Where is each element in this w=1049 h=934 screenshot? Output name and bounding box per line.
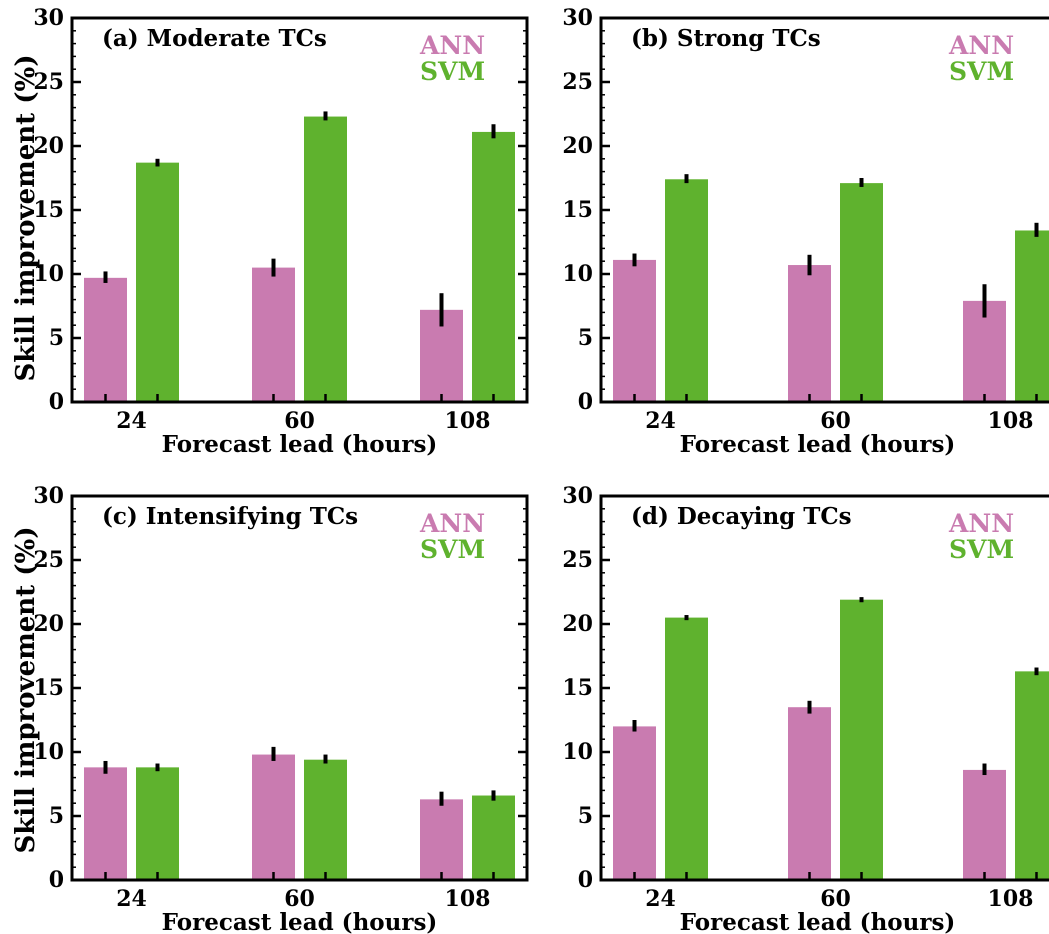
y-tick-label: 30 — [33, 483, 64, 509]
bar-ann-24 — [613, 260, 656, 402]
y-tick-label: 0 — [49, 867, 64, 893]
bar-ann-108 — [963, 770, 1006, 880]
bar-ann-60 — [252, 268, 295, 402]
x-tick-label: 24 — [645, 886, 676, 912]
bar-svm-24 — [136, 163, 179, 402]
bar-svm-60 — [840, 600, 883, 880]
legend-entry-svm: SVM — [420, 535, 485, 564]
y-tick-label: 10 — [33, 261, 64, 287]
legend-entry-svm: SVM — [949, 535, 1014, 564]
legend-entry-ann: ANN — [419, 31, 485, 60]
y-tick-label: 20 — [562, 611, 593, 637]
legend-entry-svm: SVM — [949, 57, 1014, 86]
y-tick-label: 15 — [562, 197, 593, 223]
bar-svm-108 — [472, 132, 515, 402]
y-tick-label: 15 — [33, 675, 64, 701]
y-tick-label: 15 — [562, 675, 593, 701]
y-tick-label: 20 — [33, 611, 64, 637]
legend-entry-ann: ANN — [948, 509, 1014, 538]
x-axis-label: Forecast lead (hours) — [680, 909, 956, 934]
x-tick-label: 108 — [988, 408, 1034, 434]
x-tick-label: 108 — [445, 408, 491, 434]
y-tick-label: 0 — [578, 389, 593, 415]
y-tick-label: 5 — [49, 803, 64, 829]
x-tick-label: 24 — [645, 408, 676, 434]
x-tick-label: 108 — [445, 886, 491, 912]
bar-svm-24 — [665, 618, 708, 880]
x-axis-label: Forecast lead (hours) — [162, 909, 438, 934]
x-axis-label: Forecast lead (hours) — [162, 431, 438, 458]
y-tick-label: 10 — [562, 261, 593, 287]
y-tick-label: 15 — [33, 197, 64, 223]
bar-svm-108 — [1015, 230, 1049, 402]
panel-title: (c) Intensifying TCs — [102, 503, 358, 530]
y-tick-label: 25 — [33, 547, 64, 573]
legend-entry-svm: SVM — [420, 57, 485, 86]
y-tick-label: 30 — [33, 5, 64, 31]
bar-ann-108 — [420, 799, 463, 880]
bar-ann-24 — [84, 278, 127, 402]
bar-ann-24 — [84, 767, 127, 880]
x-tick-label: 24 — [116, 886, 147, 912]
panel-title: (a) Moderate TCs — [102, 25, 327, 52]
x-axis-label: Forecast lead (hours) — [680, 431, 956, 458]
y-tick-label: 5 — [49, 325, 64, 351]
legend-entry-ann: ANN — [948, 31, 1014, 60]
y-tick-label: 20 — [33, 133, 64, 159]
legend-entry-ann: ANN — [419, 509, 485, 538]
y-tick-label: 25 — [562, 547, 593, 573]
y-tick-label: 10 — [33, 739, 64, 765]
y-tick-label: 25 — [33, 69, 64, 95]
bar-ann-60 — [252, 755, 295, 880]
bar-svm-24 — [136, 767, 179, 880]
y-tick-label: 20 — [562, 133, 593, 159]
bar-svm-108 — [472, 796, 515, 880]
y-tick-label: 0 — [49, 389, 64, 415]
bar-svm-108 — [1015, 671, 1049, 880]
x-tick-label: 108 — [988, 886, 1034, 912]
bar-ann-60 — [788, 707, 831, 880]
y-tick-label: 5 — [578, 325, 593, 351]
bar-ann-60 — [788, 265, 831, 402]
bar-ann-24 — [613, 726, 656, 880]
bar-svm-60 — [840, 183, 883, 402]
y-tick-label: 30 — [562, 5, 593, 31]
y-tick-label: 0 — [578, 867, 593, 893]
panel-title: (b) Strong TCs — [631, 25, 821, 52]
y-tick-label: 10 — [562, 739, 593, 765]
bar-svm-60 — [304, 117, 347, 402]
bar-svm-24 — [665, 179, 708, 402]
panel-title: (d) Decaying TCs — [631, 503, 852, 530]
bar-svm-60 — [304, 760, 347, 880]
x-tick-label: 24 — [116, 408, 147, 434]
y-tick-label: 25 — [562, 69, 593, 95]
y-tick-label: 30 — [562, 483, 593, 509]
y-tick-label: 5 — [578, 803, 593, 829]
